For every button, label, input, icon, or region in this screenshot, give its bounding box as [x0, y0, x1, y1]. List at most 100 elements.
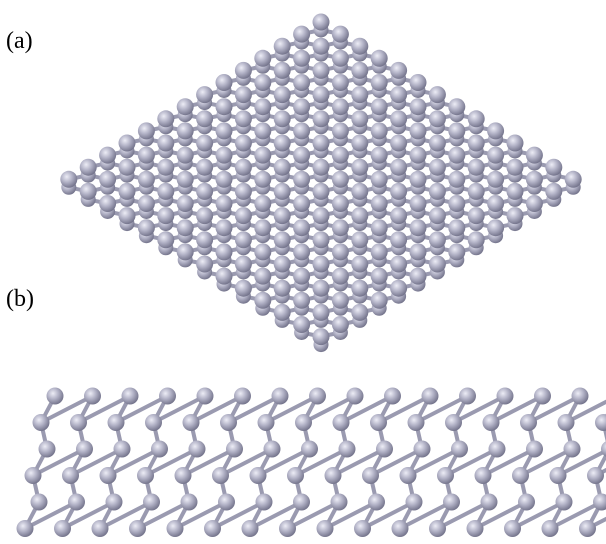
atom — [534, 387, 551, 405]
panel-label: (a) — [6, 28, 33, 54]
atom — [467, 182, 485, 200]
atom — [257, 414, 275, 431]
atom — [331, 170, 349, 188]
atom — [196, 86, 214, 104]
atom — [421, 387, 439, 405]
atom — [467, 207, 485, 225]
atom — [409, 219, 427, 237]
atom — [555, 493, 573, 511]
atom — [254, 243, 272, 261]
atom — [370, 146, 388, 164]
atom — [384, 387, 401, 405]
side-view-structure — [16, 387, 606, 537]
bond — [114, 394, 170, 425]
atom — [370, 74, 388, 91]
atom — [293, 291, 311, 309]
atom — [467, 158, 485, 176]
atom — [324, 467, 342, 484]
atom — [331, 267, 349, 285]
atom — [273, 61, 291, 79]
atom — [99, 146, 117, 164]
atom — [118, 158, 136, 176]
atom — [234, 182, 252, 200]
atom — [467, 134, 485, 152]
bond — [181, 447, 237, 478]
bond — [135, 500, 191, 531]
atom — [254, 219, 272, 237]
bond — [481, 447, 537, 478]
atom — [145, 414, 162, 431]
panel-label: (b) — [6, 286, 34, 312]
atom — [32, 414, 50, 431]
atom — [474, 467, 492, 484]
atom — [234, 255, 252, 273]
atom — [390, 86, 408, 104]
atom — [176, 195, 194, 212]
atom — [174, 467, 192, 484]
atom — [448, 122, 466, 140]
bond — [360, 500, 416, 531]
bond — [264, 394, 320, 425]
atom — [593, 493, 606, 511]
bond — [226, 394, 282, 425]
atom — [118, 182, 136, 200]
bond — [39, 394, 95, 425]
atom — [312, 61, 330, 79]
atom — [390, 279, 408, 297]
atom — [428, 231, 446, 249]
atom — [331, 219, 349, 237]
atom — [137, 467, 154, 484]
atom — [579, 520, 596, 537]
atom — [157, 158, 175, 176]
atom — [370, 219, 388, 237]
bond — [173, 500, 229, 531]
atom — [409, 267, 427, 285]
atom — [467, 110, 485, 128]
atom — [137, 170, 155, 188]
atom — [376, 440, 393, 458]
atom — [273, 182, 291, 200]
atom — [512, 467, 529, 484]
atom — [331, 98, 349, 116]
atom — [215, 170, 233, 188]
bond — [510, 500, 566, 531]
atom — [121, 387, 139, 405]
atom — [506, 182, 524, 200]
atom — [215, 219, 233, 237]
atom — [331, 291, 349, 309]
atom — [448, 219, 466, 237]
atom — [76, 440, 93, 458]
atom — [79, 158, 97, 176]
atom — [409, 243, 427, 261]
atom — [312, 231, 330, 249]
atom — [271, 387, 289, 405]
atom — [255, 493, 273, 511]
atom — [293, 493, 310, 511]
atom — [254, 195, 272, 212]
atom — [312, 207, 330, 225]
atom — [293, 170, 311, 188]
atom — [370, 122, 388, 140]
atom — [405, 493, 423, 511]
bond — [435, 500, 491, 531]
atom — [234, 110, 252, 128]
atom — [362, 467, 379, 484]
atom — [263, 440, 281, 458]
bond — [593, 467, 606, 478]
atom — [196, 110, 214, 128]
atom — [351, 231, 369, 249]
atom — [215, 146, 233, 164]
bond — [218, 447, 274, 478]
atom — [254, 170, 272, 188]
atom — [429, 520, 446, 537]
atom — [587, 467, 604, 484]
atom — [176, 146, 194, 164]
atom — [212, 467, 229, 484]
atom — [293, 219, 311, 237]
atom — [316, 520, 334, 537]
atom — [487, 122, 505, 140]
atom — [79, 182, 97, 200]
atom — [273, 207, 291, 225]
atom — [312, 328, 330, 346]
